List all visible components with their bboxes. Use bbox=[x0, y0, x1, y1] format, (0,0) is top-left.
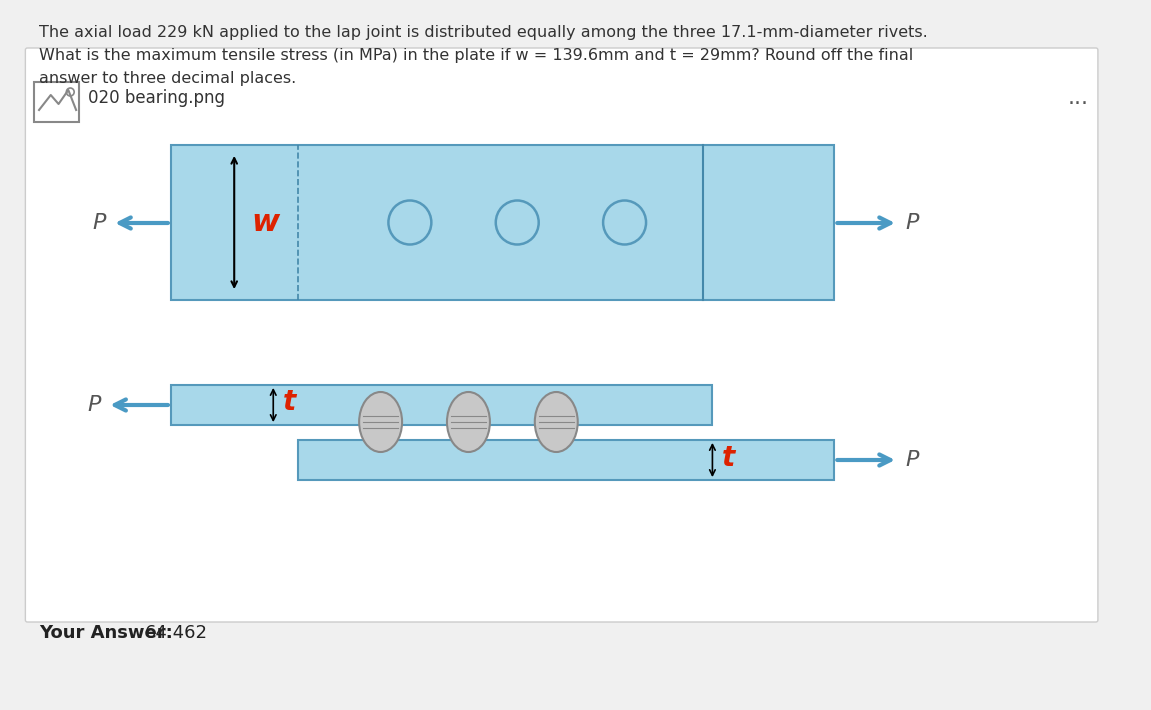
Bar bbox=[170, 385, 712, 425]
Bar bbox=[170, 145, 834, 300]
Ellipse shape bbox=[447, 392, 490, 452]
Ellipse shape bbox=[535, 392, 578, 452]
FancyBboxPatch shape bbox=[25, 48, 1098, 622]
Text: Your Answer:: Your Answer: bbox=[39, 624, 173, 642]
Text: 64.462: 64.462 bbox=[144, 624, 207, 642]
Text: answer to three decimal places.: answer to three decimal places. bbox=[39, 71, 296, 86]
Ellipse shape bbox=[359, 392, 402, 452]
Text: P: P bbox=[906, 213, 918, 233]
Text: w: w bbox=[252, 208, 280, 237]
Text: 020 bearing.png: 020 bearing.png bbox=[87, 89, 224, 107]
Text: The axial load 229 kN applied to the lap joint is distributed equally among the : The axial load 229 kN applied to the lap… bbox=[39, 25, 928, 40]
Text: P: P bbox=[87, 395, 100, 415]
Text: What is the maximum tensile stress (in MPa) in the plate if w = 139.6mm and t = : What is the maximum tensile stress (in M… bbox=[39, 48, 913, 63]
Text: P: P bbox=[906, 450, 918, 470]
Text: t: t bbox=[722, 444, 735, 472]
FancyBboxPatch shape bbox=[35, 82, 79, 122]
Text: P: P bbox=[92, 213, 106, 233]
Text: ...: ... bbox=[1068, 88, 1089, 108]
Text: t: t bbox=[283, 388, 296, 416]
Bar bbox=[298, 440, 834, 480]
